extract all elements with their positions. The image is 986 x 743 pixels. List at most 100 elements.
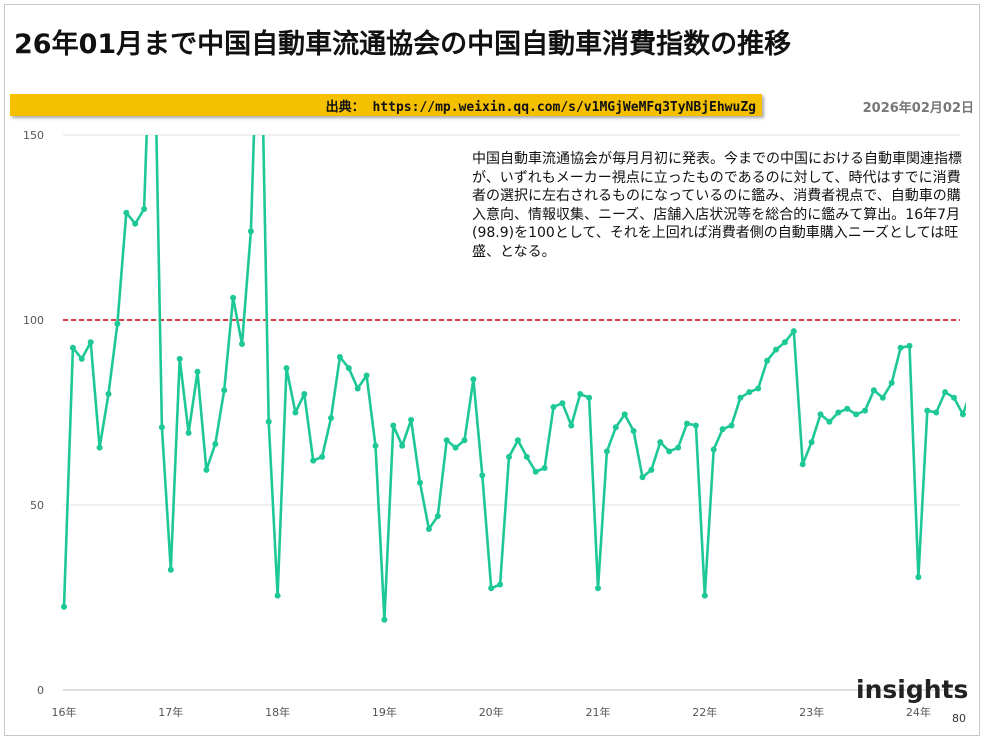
- data-point: [969, 385, 975, 391]
- data-point: [372, 442, 379, 449]
- slide-frame: [4, 4, 980, 736]
- data-point: [710, 446, 717, 453]
- data-point: [906, 342, 913, 349]
- data-point: [870, 387, 877, 394]
- data-point: [835, 409, 842, 416]
- data-point: [728, 422, 735, 429]
- data-point: [514, 437, 521, 444]
- data-point: [630, 428, 637, 434]
- data-point: [479, 472, 486, 479]
- x-tick-label: 19年: [372, 705, 397, 719]
- data-point: [897, 344, 904, 351]
- data-point: [96, 444, 103, 451]
- data-point: [808, 439, 815, 446]
- y-tick-label: 50: [30, 499, 44, 512]
- data-point: [684, 420, 690, 427]
- series-line: [62, 135, 966, 622]
- data-point: [176, 355, 183, 362]
- data-point: [764, 357, 771, 364]
- y-tick-label: 0: [37, 684, 44, 697]
- x-tick-label: 21年: [586, 705, 611, 719]
- source-banner: 出典： https://mp.weixin.qq.com/s/v1MGjWeMF…: [10, 94, 762, 116]
- data-point: [844, 405, 851, 412]
- x-tick-label: 18年: [265, 705, 290, 719]
- data-point: [470, 376, 477, 383]
- data-point: [675, 444, 682, 451]
- data-point: [354, 385, 361, 392]
- data-point: [532, 468, 539, 475]
- data-point: [603, 448, 610, 455]
- page-title: 26年01月まで中国自動車流通協会の中国自動車消費指数の推移: [14, 29, 792, 60]
- data-point: [701, 592, 708, 599]
- data-point: [239, 341, 245, 348]
- x-tick-label: 24年: [906, 705, 931, 719]
- data-point: [666, 448, 673, 455]
- data-point: [78, 355, 85, 362]
- data-point: [781, 339, 788, 346]
- data-point: [345, 365, 352, 372]
- data-point: [417, 479, 423, 486]
- data-point: [265, 418, 272, 425]
- x-tick-label: 20年: [479, 705, 504, 719]
- data-point: [301, 391, 308, 397]
- data-point: [951, 394, 957, 401]
- data-point: [461, 437, 468, 444]
- data-point: [621, 411, 628, 418]
- data-point: [648, 466, 655, 473]
- data-point: [425, 526, 432, 533]
- data-point: [230, 294, 237, 301]
- data-point: [915, 574, 922, 581]
- data-point: [639, 474, 646, 481]
- data-point: [853, 411, 860, 418]
- insights-logo: insights: [856, 675, 968, 704]
- publish-date: 2026年02月02日: [862, 101, 974, 116]
- data-point: [390, 422, 397, 429]
- data-point: [158, 424, 165, 431]
- data-point: [773, 346, 779, 353]
- page-number: 80: [952, 712, 966, 725]
- data-point: [105, 391, 112, 397]
- data-point: [888, 379, 895, 386]
- data-point: [737, 394, 744, 401]
- logo-text: insights: [856, 675, 969, 704]
- chart-note: 中国自動車流通協会が毎月月初に発表。今までの中国における自動車関連指標が、いずれ…: [472, 151, 962, 260]
- data-point: [381, 616, 388, 623]
- data-point: [933, 409, 940, 416]
- x-tick-label: 23年: [799, 705, 824, 719]
- data-point: [408, 416, 415, 423]
- data-point: [212, 440, 219, 447]
- series-group: [61, 135, 984, 623]
- data-point: [799, 461, 806, 468]
- data-point: [879, 394, 886, 401]
- data-point: [924, 407, 931, 414]
- data-point: [194, 368, 201, 375]
- data-point: [942, 389, 949, 396]
- data-point: [61, 603, 67, 610]
- data-point: [310, 457, 317, 464]
- x-tick-label: 22年: [692, 705, 717, 719]
- data-point: [497, 581, 504, 588]
- data-point: [328, 415, 334, 422]
- data-point: [434, 513, 441, 520]
- data-point: [132, 220, 139, 227]
- data-point: [399, 442, 406, 449]
- data-point: [336, 354, 343, 360]
- data-point: [559, 400, 566, 407]
- data-point: [221, 387, 228, 394]
- data-point: [719, 426, 726, 433]
- data-point: [692, 422, 699, 429]
- data-point: [167, 566, 174, 573]
- data-point: [657, 439, 664, 446]
- data-point: [185, 429, 192, 436]
- data-point: [523, 453, 530, 460]
- source-link[interactable]: 出典： https://mp.weixin.qq.com/s/v1MGjWeMF…: [325, 100, 756, 115]
- data-point: [612, 424, 619, 431]
- data-point: [568, 422, 575, 429]
- data-point: [114, 320, 121, 327]
- data-point: [141, 206, 148, 212]
- data-point: [862, 407, 868, 414]
- data-point: [790, 328, 797, 335]
- data-point: [69, 344, 76, 351]
- data-point: [826, 418, 833, 425]
- data-point: [978, 380, 984, 386]
